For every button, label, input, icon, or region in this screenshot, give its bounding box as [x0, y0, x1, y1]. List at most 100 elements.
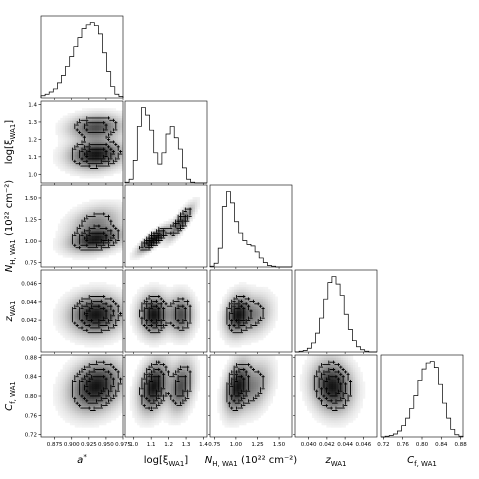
- density-cell: [194, 393, 198, 397]
- density-cell: [53, 242, 56, 246]
- density-cell: [84, 306, 88, 309]
- density-cell: [234, 308, 237, 312]
- density-cell: [65, 403, 68, 406]
- density-cell: [139, 383, 143, 387]
- density-cell: [141, 405, 145, 409]
- density-cell: [79, 286, 83, 290]
- density-cell: [156, 315, 160, 319]
- density-cell: [141, 369, 145, 373]
- density-cell: [98, 342, 102, 346]
- density-cell: [144, 306, 147, 309]
- density-cell: [82, 315, 85, 319]
- density-cell: [144, 417, 147, 421]
- density-cell: [94, 154, 97, 157]
- density-cell: [106, 122, 109, 126]
- density-cell: [161, 381, 164, 385]
- density-cell: [149, 342, 152, 346]
- density-cell: [74, 296, 78, 300]
- density-cell: [62, 311, 66, 314]
- density-cell: [57, 132, 61, 136]
- density-cell: [153, 291, 157, 295]
- density-cell: [251, 323, 254, 326]
- density-cell: [113, 306, 117, 309]
- density-cell: [141, 398, 145, 402]
- density-cell: [60, 371, 63, 375]
- density-cell: [86, 238, 90, 241]
- density-cell: [156, 422, 160, 426]
- density-cell: [168, 420, 172, 423]
- density-cell: [110, 132, 114, 136]
- density-cell: [74, 410, 78, 414]
- density-cell: [84, 166, 88, 169]
- density-cell: [79, 323, 83, 326]
- density-cell: [103, 201, 107, 205]
- density-cell: [192, 405, 196, 409]
- density-cell: [110, 376, 114, 380]
- density-cell: [115, 113, 119, 116]
- density-cell: [98, 142, 102, 145]
- density-cell: [137, 412, 140, 416]
- density-cell: [79, 291, 83, 295]
- density-cell: [67, 369, 71, 373]
- density-cell: [113, 216, 117, 220]
- density-cell: [55, 149, 59, 152]
- density-cell: [72, 301, 76, 305]
- density-cell: [153, 398, 157, 402]
- density-cell: [74, 144, 78, 148]
- density-cell: [77, 364, 80, 368]
- density-cell: [60, 388, 63, 392]
- density-cell: [91, 355, 95, 358]
- density-cell: [175, 405, 179, 409]
- density-cell: [118, 294, 121, 297]
- density-cell: [166, 381, 169, 385]
- density-cell: [86, 420, 90, 423]
- density-cell: [77, 308, 80, 312]
- density-cell: [67, 367, 71, 370]
- density-cell: [272, 306, 276, 309]
- density-cell: [231, 337, 235, 341]
- density-cell: [137, 303, 140, 307]
- density-cell: [98, 175, 102, 179]
- density-cell: [98, 410, 102, 414]
- density-cell: [57, 245, 61, 248]
- density-cell: [103, 139, 107, 143]
- density-cell: [255, 315, 259, 319]
- density-cell: [98, 294, 102, 297]
- density-cell: [103, 173, 107, 177]
- density-cell: [103, 156, 107, 160]
- density-cell: [153, 330, 157, 333]
- density-cell: [253, 306, 257, 309]
- density-cell: [86, 132, 90, 136]
- density-cell: [236, 332, 240, 336]
- density-cell: [98, 211, 102, 215]
- density-cell: [108, 289, 112, 292]
- density-cell: [265, 318, 269, 321]
- density-cell: [190, 330, 193, 333]
- density-cell: [158, 362, 162, 365]
- density-cell: [60, 405, 63, 409]
- density-cell: [146, 388, 150, 392]
- density-cell: [94, 282, 97, 285]
- density-cell: [272, 315, 276, 319]
- density-cell: [57, 137, 61, 140]
- density-cell: [120, 204, 124, 207]
- density-cell: [185, 408, 188, 411]
- density-cell: [89, 108, 92, 111]
- density-cell: [139, 337, 143, 341]
- density-cell: [175, 412, 179, 416]
- density-cell: [91, 122, 95, 126]
- density-cell: [192, 311, 196, 314]
- density-cell: [110, 318, 114, 321]
- density-cell: [163, 381, 167, 385]
- density-cell: [137, 415, 140, 418]
- density-cell: [163, 410, 167, 414]
- density-cell: [194, 330, 198, 333]
- density-cell: [113, 137, 117, 140]
- density-cell: [89, 132, 92, 136]
- density-cell: [118, 134, 121, 138]
- density-cell: [158, 412, 162, 416]
- density-cell: [187, 391, 191, 394]
- density-cell: [110, 238, 114, 241]
- density-cell: [77, 342, 80, 346]
- density-cell: [69, 291, 73, 295]
